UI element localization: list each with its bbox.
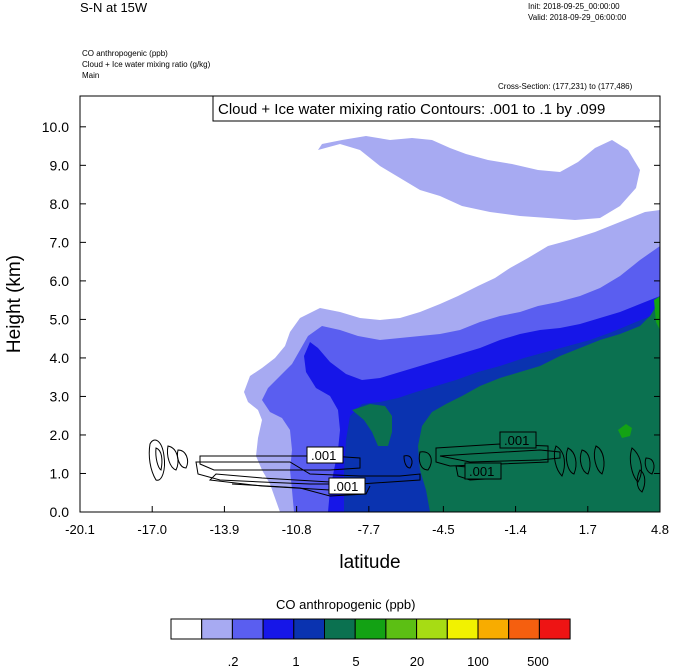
colorbar-swatch <box>477 618 510 640</box>
domain-name: Main <box>82 71 100 80</box>
contour-line <box>593 445 605 475</box>
contour-line <box>629 447 642 483</box>
contour-label: .001 <box>311 448 336 463</box>
init-time: Init: 2018-09-25_00:00:00 <box>528 2 620 11</box>
colorbar <box>170 618 571 640</box>
co-region-upper-band <box>318 136 640 220</box>
colorbar-swatch <box>385 618 418 640</box>
contour-line <box>636 469 646 493</box>
colorbar-label: 5 <box>352 654 360 669</box>
contour-line <box>155 447 163 471</box>
colorbar-title: CO anthropogenic (ppb) <box>276 597 416 612</box>
contour-line <box>553 445 565 477</box>
y-tick-label: 9.0 <box>50 157 70 173</box>
colorbar-swatch <box>416 618 448 640</box>
contour-line <box>167 445 179 471</box>
colorbar-swatch <box>293 618 325 640</box>
contour-line <box>439 449 561 463</box>
y-tick-label: 6.0 <box>50 273 70 289</box>
contour-line <box>418 451 432 471</box>
colorbar-swatch <box>262 618 295 640</box>
y-tick-label: 4.0 <box>50 350 70 366</box>
colorbar-swatch <box>201 618 233 640</box>
contour-info-box <box>212 95 661 122</box>
colorbar-swatch <box>446 618 479 640</box>
contour-label: .001 <box>504 433 529 448</box>
x-axis-label: latitude <box>339 552 400 573</box>
x-tick-label: -20.1 <box>65 522 95 537</box>
x-axis: -20.1 -17.0 -13.9 -10.8 -7.7 -4.5 -1.4 1.7 4.8 <box>65 506 669 537</box>
contour-line <box>195 461 421 485</box>
co-region-teal-patch <box>352 404 392 446</box>
y-tick-label: 1.0 <box>50 465 70 481</box>
y-tick-label: 8.0 <box>50 196 70 212</box>
colorbar-label: 500 <box>527 654 549 669</box>
contour-line <box>403 455 413 469</box>
colorbar-label: 1 <box>292 654 300 669</box>
x-tick-label: -7.7 <box>358 522 380 537</box>
x-tick-label: -4.5 <box>432 522 454 537</box>
co-region-green-patch-1 <box>618 424 632 438</box>
cross-section-info: Cross-Section: (177,231) to (177,486) <box>498 82 633 91</box>
y-tick-label: 7.0 <box>50 234 70 250</box>
contour-line <box>148 439 165 481</box>
y-tick-label: 3.0 <box>50 388 70 404</box>
field-name-cloud: Cloud + Ice water mixing ratio (g/kg) <box>82 60 211 69</box>
plot-frame <box>79 95 661 513</box>
co-region-green-patch-2 <box>654 296 660 330</box>
colorbar-swatch <box>508 618 540 640</box>
y-axis-label: Height (km) <box>4 255 25 353</box>
contour-line <box>644 457 655 475</box>
contour-line <box>231 483 371 497</box>
colorbar-swatch <box>170 618 203 640</box>
y-tick-label: 10.0 <box>42 119 69 135</box>
x-tick-label: 1.7 <box>579 522 597 537</box>
valid-time: Valid: 2018-09-29_06:00:00 <box>528 13 627 22</box>
contour-line <box>565 447 577 475</box>
y-tick-label: 2.0 <box>50 427 70 443</box>
colorbar-label: .2 <box>227 654 239 669</box>
x-tick-label: -10.8 <box>282 522 312 537</box>
contour-labels: .001 .001 .001 .001 <box>306 431 537 495</box>
colorbar-swatch <box>538 618 571 640</box>
colorbar-swatch <box>231 618 264 640</box>
plot-title: S-N at 15W <box>80 0 148 15</box>
co-region-teal <box>418 300 660 512</box>
contour-line <box>579 449 591 475</box>
colorbar-swatch <box>354 618 387 640</box>
y-tick-label: 5.0 <box>50 311 70 327</box>
colorbar-label: 100 <box>467 654 489 669</box>
x-tick-label: -1.4 <box>504 522 526 537</box>
colorbar-label: 20 <box>409 654 425 669</box>
x-tick-label: -17.0 <box>137 522 167 537</box>
y-axis: 0.0 1.0 2.0 3.0 4.0 5.0 6.0 7.0 8.0 9.0 10.0 <box>42 119 660 520</box>
x-tick-label: 4.8 <box>651 522 669 537</box>
y-tick-label: 0.0 <box>50 504 70 520</box>
field-name-co: CO anthropogenic (ppb) <box>82 49 168 58</box>
colorbar-swatch <box>324 618 356 640</box>
contour-line <box>177 449 189 469</box>
contour-label: .001 <box>469 464 494 479</box>
contour-info-text: Cloud + Ice water mixing ratio Contours:… <box>218 101 605 118</box>
contour-label: .001 <box>333 479 358 494</box>
x-tick-label: -13.9 <box>210 522 240 537</box>
